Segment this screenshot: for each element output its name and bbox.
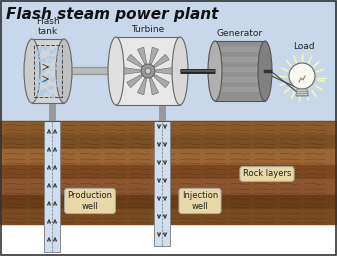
Bar — [215, 41, 265, 101]
Text: Rock layers: Rock layers — [243, 169, 291, 178]
Bar — [32, 39, 64, 103]
Ellipse shape — [24, 39, 40, 103]
Wedge shape — [127, 54, 142, 67]
Wedge shape — [149, 47, 158, 64]
Bar — [0, 195, 337, 209]
Text: Injection
well: Injection well — [182, 191, 218, 211]
Text: Turbine: Turbine — [131, 25, 165, 34]
Ellipse shape — [208, 41, 222, 101]
Wedge shape — [156, 68, 172, 74]
Circle shape — [141, 64, 155, 78]
Circle shape — [145, 68, 151, 74]
Text: Load: Load — [293, 42, 315, 51]
Bar — [0, 209, 337, 224]
Ellipse shape — [56, 39, 72, 103]
Bar — [34, 45, 62, 97]
Wedge shape — [124, 68, 140, 74]
Text: Flash
tank: Flash tank — [36, 17, 60, 36]
Bar — [44, 121, 60, 252]
Bar — [154, 121, 170, 246]
Text: Production
well: Production well — [67, 191, 113, 211]
Text: Generator: Generator — [217, 29, 263, 38]
Text: Flash steam power plant: Flash steam power plant — [6, 7, 218, 22]
Wedge shape — [154, 75, 169, 88]
Bar — [0, 179, 337, 195]
Wedge shape — [127, 75, 142, 88]
Ellipse shape — [172, 37, 188, 105]
Wedge shape — [149, 78, 158, 95]
Wedge shape — [137, 47, 147, 64]
Bar — [0, 121, 337, 135]
Polygon shape — [296, 89, 308, 96]
Bar — [0, 0, 337, 121]
Bar — [0, 149, 337, 165]
Wedge shape — [137, 78, 147, 95]
Bar — [0, 165, 337, 179]
Circle shape — [289, 63, 315, 89]
Ellipse shape — [108, 37, 124, 105]
Bar — [0, 135, 337, 149]
Bar — [116, 37, 180, 105]
Wedge shape — [154, 54, 169, 67]
Ellipse shape — [258, 41, 272, 101]
